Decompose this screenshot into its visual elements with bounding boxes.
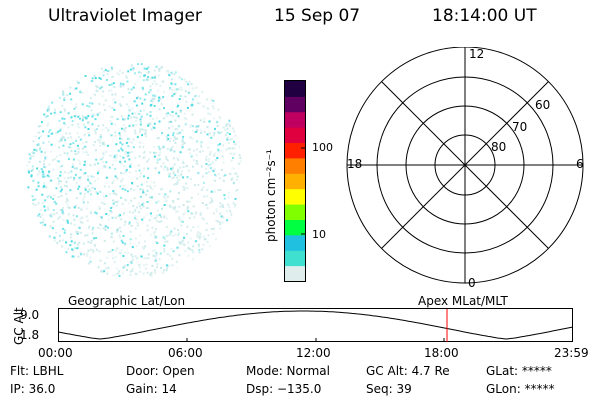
- status-ip: IP: 36.0: [10, 382, 56, 396]
- colorbar: [284, 80, 306, 282]
- timeline-left-label: Geographic Lat/Lon: [68, 294, 186, 308]
- timeline-ytick-1-8: 1.8: [20, 328, 40, 342]
- colorbar-unit-label: photon cm⁻²s⁻¹: [264, 149, 278, 242]
- colorbar-segment: [285, 204, 305, 220]
- colorbar-segment: [285, 173, 305, 190]
- status-filter: Flt: LBHL: [10, 364, 64, 378]
- colorbar-segment: [285, 234, 305, 251]
- uv-image-disk: [26, 63, 242, 278]
- polar-lat-60: 60: [535, 98, 551, 112]
- status-glon: GLon: *****: [486, 382, 555, 396]
- status-door: Door: Open: [126, 364, 195, 378]
- polar-diagonal-2: [381, 81, 549, 249]
- colorbar-segment: [285, 188, 305, 205]
- colorbar-segment: [285, 250, 305, 267]
- status-dsp: Dsp: −135.0: [246, 382, 322, 396]
- polar-mlt-6: 6: [576, 157, 584, 171]
- colorbar-segment: [285, 111, 305, 128]
- date-label: 15 Sep 07: [274, 6, 361, 26]
- timeline-xtick-2359: 23:59: [554, 346, 589, 360]
- colorbar-segment: [285, 96, 305, 113]
- timeline-frame: [58, 308, 573, 342]
- timeline-plot: [58, 308, 574, 342]
- timeline-xtick-0000: 00:00: [38, 346, 73, 360]
- timeline-xtick-0600: 06:00: [168, 346, 203, 360]
- altitude-curve: [58, 310, 574, 340]
- status-gc-alt: GC Alt: 4.7 Re: [366, 364, 450, 378]
- polar-lat-80: 80: [491, 140, 507, 154]
- time-label: 18:14:00 UT: [432, 6, 537, 26]
- polar-mlt-18: 18: [347, 157, 363, 171]
- colorbar-segment: [285, 157, 305, 174]
- polar-mlt-12: 12: [469, 47, 485, 61]
- status-seq: Seq: 39: [366, 382, 412, 396]
- colorbar-segment: [285, 265, 305, 282]
- polar-lat-70: 70: [512, 120, 528, 134]
- colorbar-segment: [285, 81, 305, 97]
- uv-intensity-speckles: [26, 63, 242, 278]
- colorbar-tick-10: 10: [312, 228, 326, 241]
- colorbar-tick-100: 100: [312, 141, 333, 154]
- polar-grid: [346, 47, 584, 284]
- colorbar-segment: [285, 142, 305, 159]
- status-gain: Gain: 14: [126, 382, 177, 396]
- status-mode: Mode: Normal: [246, 364, 330, 378]
- polar-mlt-0: 0: [468, 276, 476, 290]
- colorbar-segment: [285, 219, 305, 236]
- timeline-ytick-9: 9.0: [20, 308, 40, 322]
- status-glat: GLat: *****: [486, 364, 552, 378]
- timeline-xtick-1800: 18:00: [424, 346, 459, 360]
- colorbar-segment: [285, 127, 305, 144]
- timeline-right-label: Apex MLat/MLT: [418, 294, 508, 308]
- timeline-xtick-1200: 12:00: [296, 346, 331, 360]
- instrument-title: Ultraviolet Imager: [48, 6, 202, 26]
